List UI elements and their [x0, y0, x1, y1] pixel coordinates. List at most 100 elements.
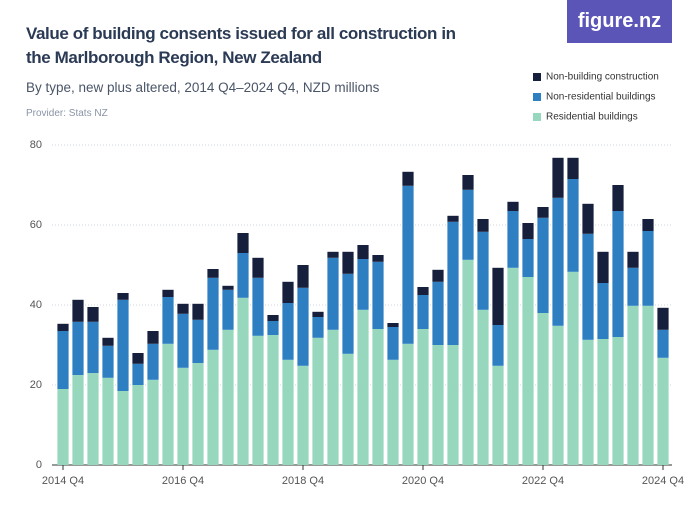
bar-segment [252, 335, 264, 465]
bar-segment [342, 273, 354, 354]
bar-segment [117, 293, 129, 300]
bar-segment [327, 257, 339, 330]
bar-segment [132, 385, 144, 465]
bar-segment [237, 253, 249, 298]
bar-segment [417, 329, 429, 465]
bar-segment [537, 313, 549, 465]
bar-segment [567, 271, 579, 465]
bar-segment [657, 307, 669, 330]
bar-segment [642, 231, 654, 306]
bar-segment [162, 343, 174, 465]
bar-segment [282, 303, 294, 360]
bar-segment [522, 277, 534, 465]
bar-segment [477, 219, 489, 232]
bar-segment [87, 373, 99, 465]
bar-segment [132, 363, 144, 385]
bar-segment [192, 363, 204, 465]
bar-segment [597, 339, 609, 465]
bar-segment [537, 217, 549, 313]
bar-segment [177, 313, 189, 368]
bar-segment [222, 329, 234, 465]
legend-swatch [533, 113, 541, 121]
bar-segment [357, 309, 369, 465]
bar-segment [222, 285, 234, 290]
x-tick-label: 2018 Q4 [282, 475, 324, 487]
bar-segment [72, 375, 84, 465]
provider: Provider: Stats NZ [26, 108, 108, 119]
bar-segment [297, 287, 309, 366]
x-tick-label: 2016 Q4 [162, 475, 204, 487]
bar-segment [297, 265, 309, 288]
bar-segment [552, 157, 564, 198]
bar-segment [57, 389, 69, 465]
bar-segment [327, 251, 339, 258]
bar-segment [147, 331, 159, 344]
bar-segment [357, 259, 369, 310]
bar-segment [432, 345, 444, 465]
bar-segment [72, 321, 84, 375]
bar-segment [642, 219, 654, 231]
bar-segment [492, 365, 504, 465]
bar-segment [372, 255, 384, 262]
bar-segment [312, 337, 324, 465]
bar-segment [492, 325, 504, 366]
bar-segment [417, 295, 429, 329]
bar-segment [447, 345, 459, 465]
bar-segment [657, 357, 669, 465]
bar-segment [402, 171, 414, 186]
bar-segment [372, 261, 384, 329]
y-tick-label: 80 [30, 139, 42, 151]
bar-segment [57, 323, 69, 331]
bar-segment [432, 281, 444, 345]
bar-segment [477, 309, 489, 465]
bar-segment [387, 359, 399, 465]
bar-segment [327, 329, 339, 465]
bar-segment [387, 323, 399, 327]
bar-segment [312, 311, 324, 317]
bar-segment [237, 297, 249, 465]
bar-segment [177, 367, 189, 465]
bar-segment [387, 327, 399, 360]
logo[interactable]: figure.nz [567, 0, 672, 43]
bar-segment [192, 319, 204, 363]
chart-subtitle: By type, new plus altered, 2014 Q4–2024 … [26, 80, 380, 95]
bar-segment [462, 189, 474, 260]
bar-segment [492, 267, 504, 325]
bar-segment [402, 185, 414, 344]
bar-segment [627, 305, 639, 465]
bar-segment [207, 349, 219, 465]
bar-segment [102, 337, 114, 346]
bar-segment [267, 335, 279, 465]
bar-segment [87, 307, 99, 322]
bar-segment [207, 269, 219, 278]
bar-segment [282, 281, 294, 303]
bar-segment [162, 289, 174, 297]
bar-segment [597, 251, 609, 283]
bar-segment [507, 201, 519, 211]
bar-segment [477, 231, 489, 310]
bar-segment [582, 203, 594, 234]
bar-segment [657, 329, 669, 358]
bar-segment [312, 317, 324, 338]
bar-segment [282, 359, 294, 465]
x-tick-label: 2020 Q4 [402, 475, 444, 487]
bar-segment [432, 269, 444, 282]
bar-segment [552, 325, 564, 465]
legend-swatch [533, 93, 541, 101]
bar-segment [102, 377, 114, 465]
x-tick-label: 2014 Q4 [42, 475, 84, 487]
bar-segment [582, 233, 594, 340]
bar-segment [297, 365, 309, 465]
bar-segment [237, 233, 249, 253]
bar-segment [522, 223, 534, 239]
bar-segment [207, 277, 219, 350]
bar-segment [567, 179, 579, 272]
legend-label: Non-building construction [546, 72, 659, 83]
chart-title: Value of building consents issued for al… [26, 24, 456, 67]
bar-segment [57, 331, 69, 389]
bar-segment [357, 245, 369, 259]
bar-segment [132, 353, 144, 364]
bar-segment [147, 343, 159, 380]
legend-label: Residential buildings [546, 112, 638, 123]
